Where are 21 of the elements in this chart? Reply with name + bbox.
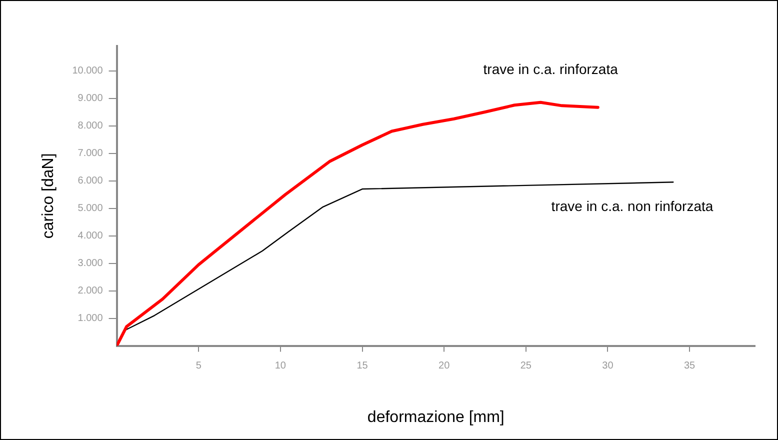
- x-tick-label: 20: [438, 360, 450, 372]
- x-tick-label: 30: [602, 360, 614, 372]
- y-tick-label: 10.000: [72, 66, 104, 77]
- y-tick-label: 1.000: [78, 313, 104, 324]
- y-axis-title: carico [daN]: [40, 153, 58, 239]
- y-tick-label: 5.000: [78, 203, 104, 214]
- y-tick-label: 9.000: [78, 93, 104, 104]
- y-tick-label: 3.000: [78, 258, 104, 270]
- x-axis-title: deformazione [mm]: [367, 408, 504, 426]
- y-tick-label: 7.000: [78, 148, 104, 160]
- y-tick-label: 2.000: [78, 286, 104, 297]
- x-tick-label: 10: [274, 360, 286, 372]
- x-tick-label: 25: [520, 360, 532, 372]
- series-label: trave in c.a. non rinforzata: [551, 198, 714, 214]
- text: trave in c.a. rinforzata: [483, 61, 618, 78]
- y-tick-label: 8.000: [78, 120, 104, 132]
- x-tick-label: 35: [684, 360, 696, 372]
- y-tick-label: 6.000: [78, 176, 104, 187]
- x-tick-label: 15: [356, 360, 368, 372]
- x-tick-label: 5: [196, 360, 202, 372]
- y-tick-label: 4.000: [78, 230, 104, 242]
